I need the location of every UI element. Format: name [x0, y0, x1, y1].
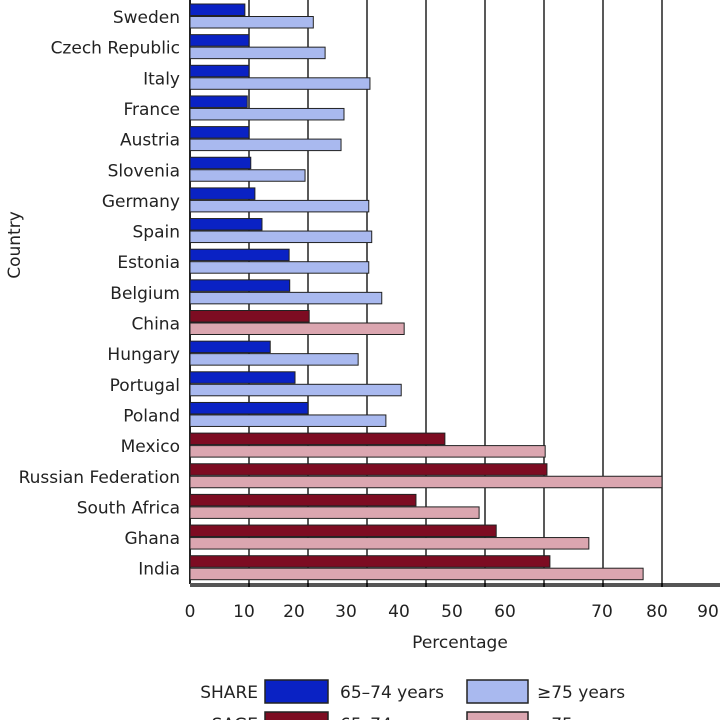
- bar-75plus-portugal: [189, 383, 402, 397]
- category-label: Germany: [102, 192, 180, 212]
- bar-65-74-ghana: [189, 524, 497, 538]
- bar-65-74-portugal: [189, 371, 296, 384]
- bar-65-74-russian-federation: [189, 463, 548, 476]
- category-label: Mexico: [121, 437, 180, 457]
- x-tick-label: 70: [591, 602, 613, 622]
- bar-65-74-hungary: [189, 340, 271, 354]
- y-axis-label: Country: [5, 211, 25, 279]
- x-tick-label: 80: [646, 602, 668, 622]
- bar-75plus-czech-republic: [189, 46, 326, 60]
- legend: SHARE 65–74 years ≥75 years SAGE 65–74 years…: [200, 679, 625, 720]
- category-label: Italy: [143, 69, 180, 89]
- category-label: Spain: [133, 223, 181, 243]
- bar-75plus-mexico: [189, 445, 546, 458]
- bar-75plus-germany: [189, 199, 370, 213]
- bar-65-74-estonia: [189, 248, 290, 262]
- legend-label-65-74: 65–74 years: [340, 683, 444, 703]
- bar-65-74-mexico: [189, 432, 446, 446]
- bar-65-74-sweden: [189, 3, 246, 16]
- x-tick-label: 90: [697, 602, 719, 622]
- x-tick-labels: 0 10 20 30 40 50 60 70 80 90: [185, 602, 719, 622]
- bar-75plus-sweden: [189, 16, 314, 29]
- category-label: Austria: [120, 131, 180, 151]
- bar-65-74-italy: [189, 64, 250, 78]
- x-tick-label: 20: [283, 602, 305, 622]
- legend-survey-label: SHARE: [200, 683, 258, 703]
- bar-65-74-spain: [189, 218, 263, 231]
- legend-label-75plus: ≥75 years: [537, 715, 625, 720]
- x-tick-label: 10: [233, 602, 255, 622]
- bars: [189, 3, 663, 581]
- category-label: Czech Republic: [51, 39, 180, 59]
- bar-75plus-poland: [189, 414, 387, 427]
- bar-75plus-italy: [189, 77, 371, 90]
- legend-swatch-75plus: [466, 679, 529, 704]
- category-label: Belgium: [110, 284, 180, 304]
- bar-75plus-hungary: [189, 353, 359, 366]
- bar-75plus-india: [189, 567, 644, 581]
- x-axis-label: Percentage: [412, 633, 508, 653]
- bar-65-74-belgium: [189, 279, 291, 292]
- legend-swatch-65-74: [264, 679, 329, 704]
- bar-65-74-czech-republic: [189, 34, 250, 47]
- category-label: Poland: [123, 406, 180, 426]
- legend-label-75plus: ≥75 years: [537, 683, 625, 703]
- category-label: France: [123, 100, 180, 120]
- category-label: Portugal: [110, 376, 180, 396]
- bar-65-74-china: [189, 310, 310, 323]
- bar-75plus-russian-federation: [189, 475, 663, 489]
- bar-75plus-slovenia: [189, 169, 306, 182]
- x-tick-label: 60: [494, 602, 516, 622]
- bar-75plus-ghana: [189, 537, 590, 550]
- legend-survey-label: SAGE: [212, 715, 258, 720]
- legend-swatch-65-74: [264, 711, 329, 720]
- category-label: Slovenia: [108, 161, 180, 181]
- bar-75plus-china: [189, 322, 405, 335]
- bar-75plus-estonia: [189, 261, 370, 274]
- bar-75plus-france: [189, 107, 345, 121]
- x-tick-label: 30: [335, 602, 357, 622]
- category-label: Russian Federation: [19, 468, 180, 488]
- bar-65-74-germany: [189, 187, 256, 200]
- bar-65-74-poland: [189, 401, 309, 415]
- category-label: India: [138, 560, 180, 580]
- bar-65-74-india: [189, 555, 551, 568]
- category-label: China: [131, 315, 180, 335]
- bar-75plus-south-africa: [189, 506, 480, 519]
- x-axis-line: [190, 583, 720, 587]
- bar-65-74-austria: [189, 126, 250, 139]
- bar-65-74-france: [189, 95, 248, 108]
- category-label: Sweden: [113, 8, 180, 28]
- category-label: Ghana: [124, 529, 180, 549]
- bar-75plus-belgium: [189, 291, 383, 305]
- category-label: Estonia: [117, 253, 180, 273]
- x-tick-label: 50: [441, 602, 463, 622]
- legend-swatch-75plus: [466, 711, 529, 720]
- bar-75plus-austria: [189, 138, 342, 152]
- bar-75plus-spain: [189, 230, 373, 244]
- category-labels: Sweden Czech Republic Italy France Austria Sl…: [19, 8, 180, 580]
- category-label: South Africa: [77, 498, 180, 518]
- category-label: Hungary: [107, 345, 180, 365]
- bar-65-74-slovenia: [189, 156, 252, 170]
- legend-label-65-74: 65–74 years: [340, 715, 444, 720]
- x-tick-label: 40: [388, 602, 410, 622]
- bar-65-74-south-africa: [189, 493, 417, 507]
- x-tick-label: 0: [185, 602, 196, 622]
